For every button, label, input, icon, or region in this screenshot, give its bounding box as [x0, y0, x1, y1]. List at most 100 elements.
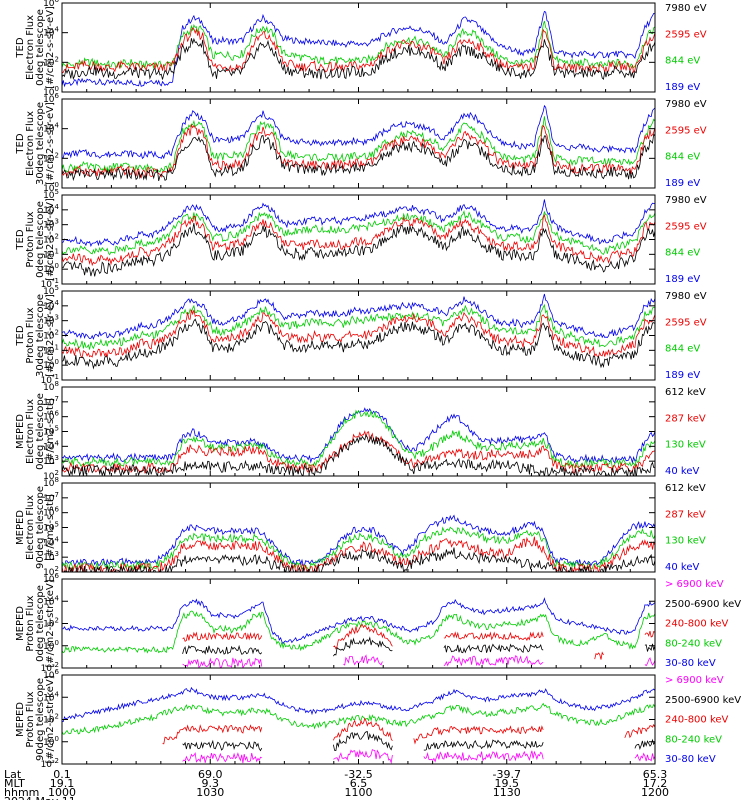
y-tick-exponent: 2 [55, 55, 59, 63]
y-tick-label: 100 [43, 735, 59, 748]
series-line-240-800-kev [162, 717, 655, 745]
series-line-189-ev [62, 199, 655, 247]
y-axis-label: TEDElectron Flux0deg telescope[#/cm2-s-s… [15, 6, 56, 89]
y-tick-exponent: 6 [55, 572, 60, 580]
footer-hhmm-value: 1030 [196, 786, 224, 799]
y-tick-label: 107 [43, 491, 59, 504]
y-tick-exponent: 0 [55, 85, 59, 93]
footer-lat-value: 69.0 [198, 768, 223, 781]
y-tick-exponent: 6 [55, 92, 60, 100]
legend-entry: 844 eV [665, 152, 700, 163]
series-line-7980-ev [62, 222, 655, 277]
y-tick-exponent: 6 [55, 668, 60, 676]
y-tick-label: 103 [43, 218, 59, 231]
footer-axis: LatMLThhmm2024 May 110.119.1100069.09.31… [4, 768, 669, 800]
y-tick-label: 106 [43, 668, 59, 681]
series-line-2500-6900-kev [182, 636, 655, 657]
panel-series-group [62, 597, 655, 668]
footer-lat-value: 65.3 [643, 768, 668, 781]
legend-entry: 240-800 keV [665, 715, 729, 726]
series-line--6900-kev [182, 654, 655, 668]
y-axis-label: MEPEDElectron Flux0deg telescope[#/cm2-s… [15, 393, 56, 470]
y-tick-label: 100 [43, 639, 59, 652]
y-tick-exponent: 4 [55, 690, 60, 698]
y-axis-label-line: 0deg telescope [35, 585, 46, 662]
y-axis-label: MEPEDProton Flux0deg telescope[#/cm2-s-s… [15, 579, 56, 667]
y-tick-exponent: 5 [55, 284, 59, 292]
y-tick-base: 10 [43, 457, 55, 467]
footer-hhmm-value: 1200 [641, 786, 669, 799]
legend-entry: 7980 eV [665, 195, 707, 206]
series-line-7980-ev [62, 37, 655, 81]
y-axis-label-line: TED [15, 325, 26, 346]
footer-lat-value: -39.7 [493, 768, 521, 781]
legend-entry: > 6900 keV [665, 579, 724, 590]
y-tick-exponent: 3 [55, 314, 59, 322]
y-axis-label-line: Proton Flux [25, 307, 36, 363]
y-tick-label: 102 [43, 617, 59, 630]
y-tick-label: 102 [43, 233, 59, 246]
y-axis-label-line: MEPED [15, 510, 26, 545]
y-tick-label: 103 [43, 550, 59, 563]
series-line-287-kev [62, 430, 655, 474]
y-tick-base: 10 [43, 738, 55, 748]
y-tick-base: 10 [43, 206, 55, 216]
y-tick-label: 102 [43, 565, 59, 578]
y-axis-label-line: 0deg telescope [35, 393, 46, 470]
y-tick-exponent: 0 [55, 358, 59, 366]
y-axis-label-line: [#/cm2-s-str-eV] [45, 6, 56, 89]
y-tick-exponent: 4 [55, 535, 60, 543]
y-tick-exponent: 3 [55, 550, 59, 558]
panel-series-group [62, 407, 655, 476]
series-line-189-ev [62, 104, 655, 160]
y-tick-label: 102 [43, 469, 59, 482]
footer-lat-value: 0.1 [53, 768, 71, 781]
y-tick-base: 10 [43, 346, 55, 356]
series-line-2595-ev [62, 309, 655, 359]
y-tick-label: 101 [43, 343, 59, 356]
y-tick-label: 107 [43, 395, 59, 408]
y-axis-label-line: Electron Flux [25, 399, 36, 464]
y-tick-label: 106 [43, 92, 59, 105]
y-tick-exponent: 8 [55, 476, 59, 484]
y-tick-base: 10 [43, 620, 55, 630]
legend-entry: 40 keV [665, 466, 699, 477]
y-axis-label-line: [#/cm2-s-str] [45, 398, 56, 465]
y-tick-base: 10 [43, 191, 55, 201]
y-tick-label: 104 [43, 122, 59, 135]
legend-entry: 130 keV [665, 440, 706, 451]
y-axis-label-line: MEPED [15, 702, 26, 737]
footer-mlt-value: 9.3 [202, 777, 220, 790]
y-tick-exponent: 2 [55, 233, 59, 241]
y-tick-base: 10 [43, 575, 55, 585]
y-axis-label-line: 90deg telescope [35, 678, 46, 761]
legend-entry: 30-80 keV [665, 658, 716, 669]
series-line-30-80-kev [62, 686, 655, 722]
y-tick-base: 10 [41, 760, 53, 770]
y-tick-label: 102 [43, 329, 59, 342]
y-tick-label: 103 [43, 454, 59, 467]
y-axis-label: TEDProton Flux30deg telescope[#/cm2-s-st… [15, 294, 56, 377]
y-tick-base: 10 [43, 265, 55, 275]
legend-entry: 80-240 keV [665, 638, 722, 649]
panel-series-group [62, 104, 655, 182]
panel-series-group [62, 686, 655, 764]
y-axis-label-line: [#/cm2-s-str-keV] [45, 579, 56, 667]
legend-entry: 2500-6900 keV [665, 599, 741, 610]
y-tick-base: 10 [43, 413, 55, 423]
y-tick-label: 10-2 [41, 661, 59, 674]
legend-entry: 844 eV [665, 248, 700, 259]
y-tick-exponent: 2 [55, 713, 59, 721]
footer-hhmm-value: 1000 [48, 786, 76, 799]
y-tick-label: 104 [43, 690, 59, 703]
y-tick-label: 105 [43, 521, 59, 534]
y-tick-exponent: 0 [55, 262, 59, 270]
legend-entry: 2500-6900 keV [665, 695, 741, 706]
y-tick-base: 10 [43, 287, 55, 297]
y-axis-label-line: TED [15, 133, 26, 154]
y-tick-exponent: 4 [55, 122, 60, 130]
y-tick-base: 10 [43, 509, 55, 519]
legend-entry: 7980 eV [665, 99, 707, 110]
